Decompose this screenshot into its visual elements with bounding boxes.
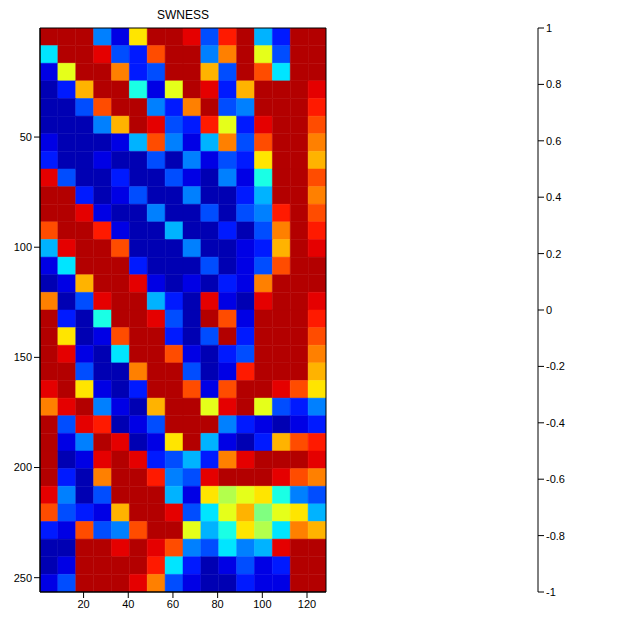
svg-text:100: 100 <box>14 241 32 253</box>
svg-text:20: 20 <box>77 598 89 610</box>
svg-text:-0.6: -0.6 <box>546 473 565 485</box>
svg-text:-1: -1 <box>546 586 556 598</box>
svg-text:120: 120 <box>298 598 316 610</box>
svg-text:100: 100 <box>253 598 271 610</box>
svg-text:50: 50 <box>20 131 32 143</box>
svg-text:-0.2: -0.2 <box>546 360 565 372</box>
svg-text:1: 1 <box>546 22 552 34</box>
svg-text:200: 200 <box>14 461 32 473</box>
svg-text:60: 60 <box>167 598 179 610</box>
svg-text:-0.8: -0.8 <box>546 530 565 542</box>
svg-text:-0.4: -0.4 <box>546 417 565 429</box>
svg-text:0.4: 0.4 <box>546 191 561 203</box>
svg-text:0: 0 <box>546 304 552 316</box>
svg-text:0.8: 0.8 <box>546 78 561 90</box>
html-text:SWNESS: SWNESS <box>157 8 209 22</box>
svg-text:0.6: 0.6 <box>546 135 561 147</box>
svg-text:80: 80 <box>212 598 224 610</box>
svg-text:250: 250 <box>14 572 32 584</box>
svg-text:0.2: 0.2 <box>546 248 561 260</box>
svg-text:40: 40 <box>122 598 134 610</box>
svg-text:150: 150 <box>14 351 32 363</box>
